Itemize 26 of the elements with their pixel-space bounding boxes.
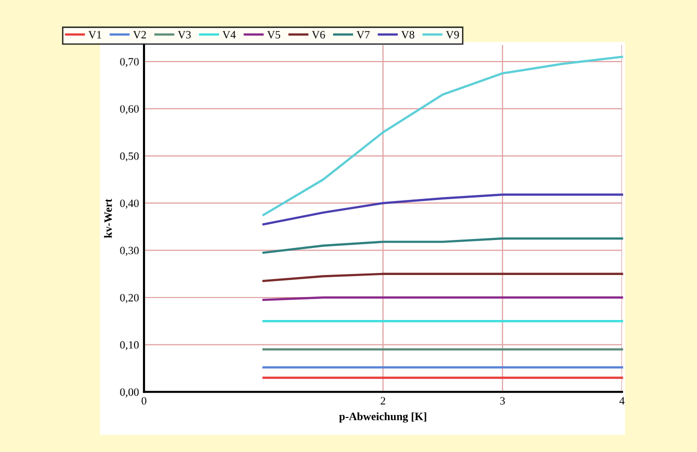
legend-label: V5 (267, 31, 280, 39)
y-axis-title: kv-Wert (104, 198, 112, 238)
line-series (262, 56, 624, 216)
x-axis-title: p-Abweichung [K] (339, 412, 426, 423)
x-tick-label: 2 (380, 397, 386, 404)
y-tick-label: 0,30 (120, 246, 139, 256)
line-series (262, 237, 624, 254)
x-tick-label: 0 (142, 397, 146, 405)
y-tick-label: 0,50 (120, 152, 139, 162)
x-tick-label: 4 (619, 397, 625, 404)
x-tick-label: 3 (500, 397, 505, 405)
y-tick-label: 0,60 (120, 105, 139, 114)
legend-label: V9 (446, 31, 459, 39)
legend-label: V2 (133, 31, 146, 39)
y-tick-label: 0,40 (120, 200, 139, 209)
legend-label: V4 (222, 31, 236, 39)
y-tick-label: 0,70 (120, 58, 139, 68)
legend-label: V8 (401, 30, 414, 39)
legend-label: V7 (356, 31, 370, 39)
legend-label: V6 (312, 31, 325, 39)
legend-label: V3 (178, 31, 191, 39)
legend-label: V1 (88, 31, 102, 39)
y-tick-label: 0,00 (120, 388, 139, 398)
y-tick-label: 0,20 (120, 294, 139, 304)
line-series (262, 194, 624, 226)
y-tick-label: 0,10 (120, 341, 139, 350)
